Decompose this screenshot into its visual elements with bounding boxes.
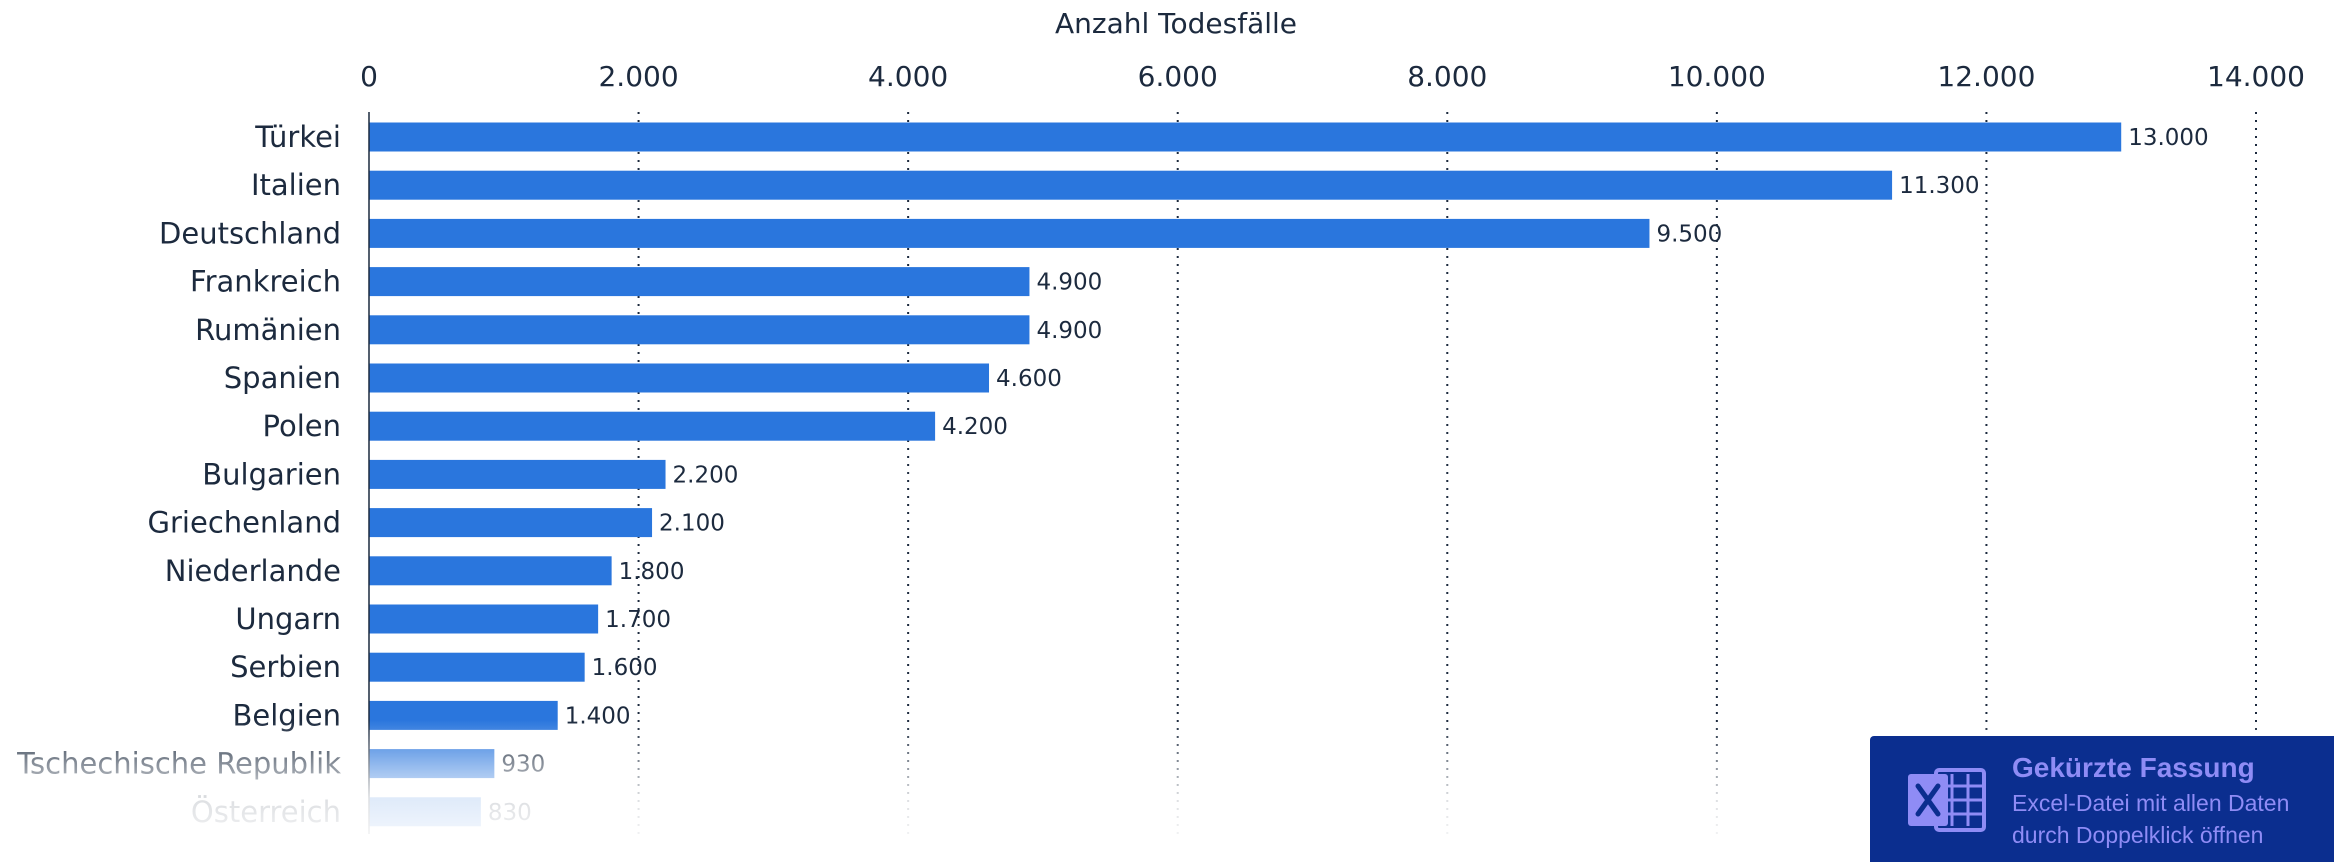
x-axis-title: Anzahl Todesfälle (1055, 7, 1297, 40)
bar (369, 267, 1030, 297)
category-label: Serbien (230, 650, 341, 684)
x-tick-label: 2.000 (598, 60, 678, 93)
bar (369, 411, 936, 441)
excel-panel-line-1: Excel-Datei mit allen Daten (2012, 790, 2290, 816)
x-tick-label: 4.000 (868, 60, 948, 93)
bar (369, 508, 653, 538)
bar (369, 122, 2122, 152)
value-label: 1.800 (619, 559, 685, 585)
bar (369, 218, 1650, 248)
category-label: Niederlande (165, 554, 341, 588)
value-label: 1.700 (605, 607, 671, 633)
category-label: Türkei (254, 120, 341, 154)
x-tick-label: 6.000 (1138, 60, 1218, 93)
category-label: Bulgarien (202, 457, 341, 491)
value-label: 1.600 (592, 655, 658, 681)
x-tick-label: 0 (360, 60, 378, 93)
category-label: Frankreich (190, 265, 341, 299)
bar (369, 556, 612, 586)
excel-panel-title: Gekürzte Fassung (2012, 752, 2255, 783)
category-label: Polen (263, 409, 341, 443)
category-label: Griechenland (148, 506, 341, 540)
category-label: Österreich (191, 795, 341, 829)
bar (369, 700, 558, 730)
category-label: Rumänien (195, 313, 341, 347)
value-label: 830 (488, 800, 532, 826)
bar (369, 797, 481, 827)
category-label: Deutschland (159, 216, 341, 250)
bar (369, 170, 1893, 200)
value-label: 2.100 (659, 511, 725, 537)
category-labels: Türkei Italien Deutschland Frankreich Rumäni… (16, 120, 341, 829)
bar (369, 749, 495, 779)
value-label: 13.000 (2128, 125, 2208, 151)
value-label: 1.400 (565, 703, 631, 729)
bar (369, 315, 1030, 345)
bar (369, 363, 990, 393)
value-label: 4.200 (942, 414, 1008, 440)
x-tick-label: 10.000 (1668, 60, 1766, 93)
bar (369, 652, 585, 682)
excel-panel-line-2: durch Doppelklick öffnen (2012, 822, 2264, 848)
category-label: Italien (251, 168, 341, 202)
value-label: 2.200 (673, 462, 739, 488)
x-tick-label: 14.000 (2207, 60, 2305, 93)
x-tick-label: 12.000 (1937, 60, 2035, 93)
category-label: Belgien (233, 698, 341, 732)
excel-download-panel[interactable]: Gekürzte Fassung Excel-Datei mit allen D… (1870, 736, 2334, 862)
category-label: Ungarn (235, 602, 341, 636)
excel-file-icon (1908, 768, 1986, 832)
value-label: 930 (501, 752, 545, 778)
x-tick-label: 8.000 (1407, 60, 1487, 93)
category-label: Spanien (224, 361, 341, 395)
x-axis-ticks: 0 2.000 4.000 6.000 8.000 10.000 12.000 14.000 (360, 60, 2305, 93)
bar (369, 604, 599, 634)
category-label: Tschechische Republik (16, 747, 341, 781)
value-label: 9.500 (1656, 221, 1722, 247)
value-label: 11.300 (1899, 173, 1979, 199)
value-label: 4.900 (1036, 270, 1102, 296)
bars (369, 122, 2122, 827)
value-label: 4.600 (996, 366, 1062, 392)
bar (369, 459, 666, 489)
value-label: 4.900 (1036, 318, 1102, 344)
